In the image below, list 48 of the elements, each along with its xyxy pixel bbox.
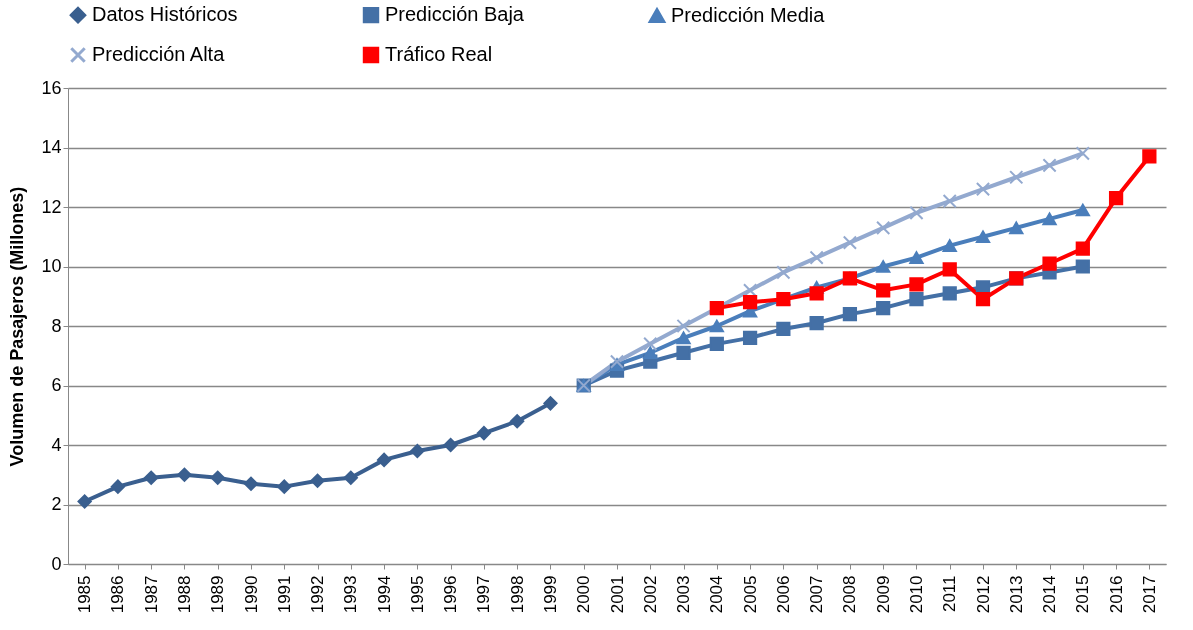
x-tick-label: 1996 <box>441 575 461 614</box>
x-tick-label: 2001 <box>607 575 627 614</box>
x-tick-label: 2007 <box>807 575 827 614</box>
x-tick-label: 1989 <box>208 575 228 614</box>
x-tick-label: 1990 <box>241 575 261 614</box>
x-tick-label: 2009 <box>873 575 893 614</box>
x-tick-label: 1992 <box>308 575 328 614</box>
x-tick-label: 1986 <box>108 575 128 614</box>
x-tick-label: 1985 <box>75 575 95 614</box>
legend-label: Predicción Alta <box>92 43 226 65</box>
x-tick-label: 1988 <box>174 575 194 614</box>
x-tick-label: 2002 <box>640 575 660 614</box>
y-axis-title: Volumen de Pasajeros (Millones) <box>7 186 28 467</box>
x-tick-label: 2006 <box>773 575 793 614</box>
legend-label: Tráfico Real <box>385 43 493 65</box>
x-tick-label: 1993 <box>341 575 361 614</box>
x-tick-label: 2008 <box>840 575 860 614</box>
y-tick-label: 16 <box>41 77 62 98</box>
x-tick-label: 2017 <box>1139 575 1159 614</box>
y-tick-label: 12 <box>41 196 62 217</box>
x-tick-label: 2011 <box>940 575 960 613</box>
legend-label: Datos Históricos <box>92 3 238 26</box>
x-tick-label: 2005 <box>740 575 760 614</box>
x-tick-label: 1991 <box>274 575 294 614</box>
y-tick-label: 6 <box>51 375 62 395</box>
y-tick-label: 4 <box>51 434 62 455</box>
x-tick-label: 2003 <box>674 575 694 614</box>
x-tick-label: 1999 <box>540 575 560 614</box>
x-tick-label: 2004 <box>707 575 727 614</box>
x-tick-label: 1997 <box>474 575 494 614</box>
y-tick-label: 2 <box>51 494 62 514</box>
y-tick-label: 14 <box>41 137 62 157</box>
x-tick-label: 1995 <box>407 575 427 614</box>
x-tick-label: 1994 <box>374 575 394 614</box>
x-tick-label: 1998 <box>507 575 527 614</box>
x-tick-label: 2013 <box>1006 575 1026 614</box>
y-tick-label: 0 <box>51 553 62 574</box>
x-tick-label: 2012 <box>973 575 993 614</box>
y-tick-label: 10 <box>41 256 62 276</box>
x-tick-label: 2015 <box>1073 575 1093 614</box>
x-tick-label: 1987 <box>141 575 161 614</box>
x-tick-label: 2016 <box>1106 575 1126 614</box>
y-tick-label: 8 <box>51 315 62 336</box>
x-tick-label: 2000 <box>574 575 594 614</box>
x-tick-label: 2010 <box>906 575 926 614</box>
x-tick-label: 2014 <box>1040 575 1060 614</box>
legend-label: Predicción Media <box>671 3 826 26</box>
legend-label: Predicción Baja <box>385 3 525 26</box>
